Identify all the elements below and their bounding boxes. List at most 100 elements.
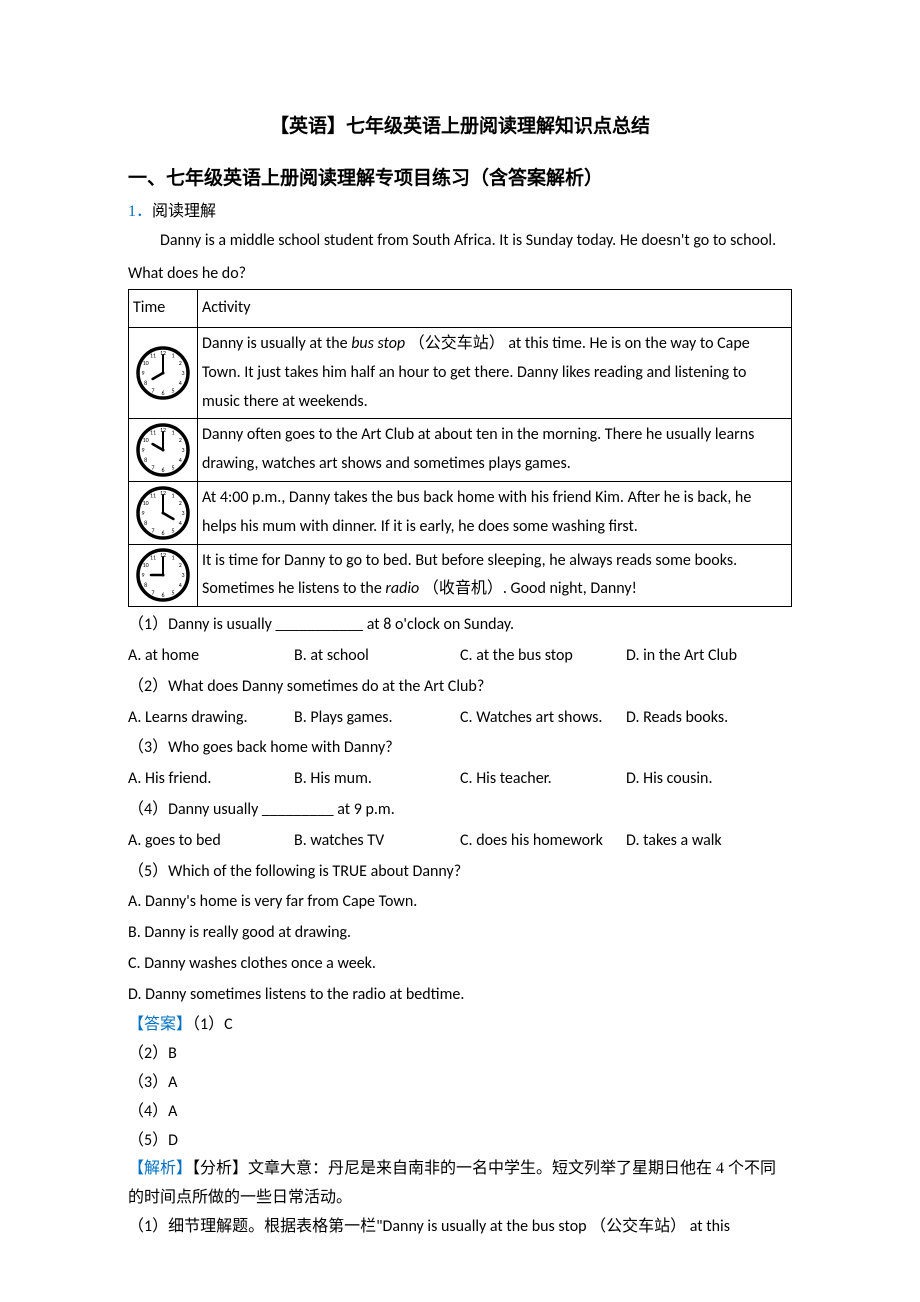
svg-text:6: 6 — [161, 529, 164, 537]
option: B. at school — [294, 642, 460, 671]
question-stem: （1）Danny is usually ___________ at 8 o'c… — [128, 611, 792, 640]
svg-text:2: 2 — [179, 561, 182, 569]
intro-line-2: What does he do? — [128, 260, 792, 289]
svg-text:6: 6 — [161, 466, 164, 474]
svg-text:11: 11 — [150, 429, 156, 437]
clock-cell: 123456789101112 — [129, 544, 198, 607]
option: B. Danny is really good at drawing. — [128, 919, 792, 948]
option: B. watches TV — [294, 827, 460, 856]
svg-text:5: 5 — [171, 526, 174, 534]
activity-text: bus stop — [351, 334, 405, 353]
option: A. goes to bed — [128, 827, 294, 856]
analysis-detail: （1）细节理解题。根据表格第一栏"Danny is usually at the… — [128, 1213, 792, 1242]
clock-cell: 123456789101112 — [129, 419, 198, 482]
svg-text:6: 6 — [161, 389, 164, 397]
svg-text:2: 2 — [179, 359, 182, 367]
options-row: A. at homeB. at schoolC. at the bus stop… — [128, 642, 792, 671]
option: D. Danny sometimes listens to the radio … — [128, 981, 792, 1010]
clock-icon: 123456789101112 — [136, 548, 190, 602]
svg-text:1: 1 — [171, 352, 174, 360]
answer-value: （2）B — [128, 1044, 177, 1063]
svg-text:7: 7 — [151, 526, 154, 534]
question-stem: （5）Which of the following is TRUE about … — [128, 858, 792, 887]
svg-text:3: 3 — [181, 369, 184, 377]
clock-cell: 123456789101112 — [129, 481, 198, 544]
svg-text:11: 11 — [150, 554, 156, 562]
intro-line-1: Danny is a middle school student from So… — [160, 231, 776, 250]
table-row: 123456789101112Danny often goes to the A… — [129, 419, 792, 482]
svg-text:4: 4 — [179, 519, 182, 527]
question-heading: 1．阅读理解 — [128, 198, 792, 227]
activity-text: Danny often goes to the Art Club at abou… — [202, 425, 754, 473]
option: D. Reads books. — [626, 704, 792, 733]
clock-icon: 123456789101112 — [136, 423, 190, 477]
question-stem: （2）What does Danny sometimes do at the A… — [128, 673, 792, 702]
option: B. His mum. — [294, 765, 460, 794]
svg-text:7: 7 — [151, 589, 154, 597]
question-stem: （4）Danny usually _________ at 9 p.m. — [128, 796, 792, 825]
svg-text:9: 9 — [141, 509, 144, 517]
svg-text:9: 9 — [141, 369, 144, 377]
activity-table: Time Activity 123456789101112Danny is us… — [128, 289, 792, 607]
clock-icon: 123456789101112 — [136, 486, 190, 540]
activity-text: Danny is usually at the — [202, 334, 351, 353]
svg-text:5: 5 — [171, 463, 174, 471]
option: C. Danny washes clothes once a week. — [128, 950, 792, 979]
option: B. Plays games. — [294, 704, 460, 733]
svg-text:3: 3 — [181, 571, 184, 579]
section-header: 一、七年级英语上册阅读理解专项目练习（含答案解析） — [128, 162, 792, 196]
svg-text:3: 3 — [181, 446, 184, 454]
svg-text:5: 5 — [171, 386, 174, 394]
svg-text:8: 8 — [144, 456, 147, 464]
svg-text:11: 11 — [150, 491, 156, 499]
options-row: A. goes to bedB. watches TVC. does his h… — [128, 827, 792, 856]
svg-text:4: 4 — [179, 581, 182, 589]
option: C. does his homework — [460, 827, 626, 856]
option: A. His friend. — [128, 765, 294, 794]
svg-text:4: 4 — [179, 379, 182, 387]
answer-label: 【答案】 — [128, 1015, 192, 1034]
svg-text:2: 2 — [179, 499, 182, 507]
answer-line: （2）B — [128, 1040, 792, 1069]
svg-text:8: 8 — [144, 379, 147, 387]
analysis-label: 【解析】 — [128, 1159, 192, 1178]
page-title: 【英语】七年级英语上册阅读理解知识点总结 — [128, 110, 792, 144]
analysis-head: 【分析】文章大意：丹尼是来自南非的一名中学生。短文列举了星期日他在 4 个不同的… — [128, 1160, 776, 1206]
option: A. Danny's home is very far from Cape To… — [128, 888, 792, 917]
answer-line: （4）A — [128, 1098, 792, 1127]
table-row: 123456789101112It is time for Danny to g… — [129, 544, 792, 607]
activity-text: radio — [385, 579, 419, 598]
answer-value: （3）A — [128, 1073, 177, 1092]
svg-text:1: 1 — [171, 491, 174, 499]
svg-text:10: 10 — [143, 499, 149, 507]
table-header-time: Time — [129, 290, 198, 328]
answer-block: 【答案】（1）C （2）B （3）A （4）A （5）D — [128, 1011, 792, 1155]
table-row: 123456789101112At 4:00 p.m., Danny takes… — [129, 481, 792, 544]
svg-text:10: 10 — [143, 561, 149, 569]
svg-text:10: 10 — [143, 436, 149, 444]
answer-line: 【答案】（1）C — [128, 1011, 792, 1040]
svg-text:10: 10 — [143, 359, 149, 367]
activity-cell: At 4:00 p.m., Danny takes the bus back h… — [198, 481, 792, 544]
question-stem: （3）Who goes back home with Danny? — [128, 734, 792, 763]
activity-cell: Danny often goes to the Art Club at abou… — [198, 419, 792, 482]
svg-text:8: 8 — [144, 581, 147, 589]
answer-value: （5）D — [128, 1131, 178, 1150]
svg-text:1: 1 — [171, 554, 174, 562]
answer-value: （4）A — [128, 1102, 177, 1121]
clock-cell: 123456789101112 — [129, 327, 198, 418]
answer-line: （5）D — [128, 1127, 792, 1156]
svg-text:1: 1 — [171, 429, 174, 437]
svg-text:7: 7 — [151, 463, 154, 471]
svg-text:2: 2 — [179, 436, 182, 444]
activity-cell: It is time for Danny to go to bed. But b… — [198, 544, 792, 607]
svg-text:9: 9 — [141, 571, 144, 579]
question-type-label: 阅读理解 — [152, 203, 216, 220]
answer-value: （1）C — [192, 1015, 233, 1034]
activity-text: At 4:00 p.m., Danny takes the bus back h… — [202, 488, 751, 536]
answer-line: （3）A — [128, 1069, 792, 1098]
option: C. His teacher. — [460, 765, 626, 794]
question-number: 1． — [128, 203, 152, 220]
option: C. Watches art shows. — [460, 704, 626, 733]
activity-cell: Danny is usually at the bus stop （公交车站） … — [198, 327, 792, 418]
